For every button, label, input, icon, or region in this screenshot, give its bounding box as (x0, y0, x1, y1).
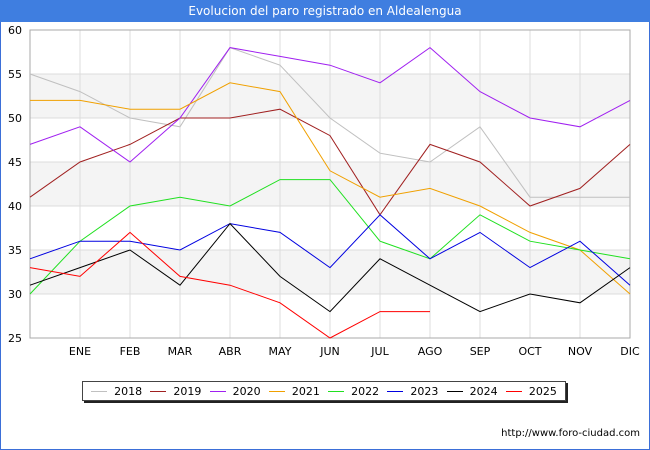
footer-url: http://www.foro-ciudad.com (501, 428, 640, 439)
x-tick-label: FEB (120, 345, 141, 358)
series-line-2025 (29, 231, 430, 339)
legend-swatch (505, 390, 522, 392)
x-tick-label: NOV (568, 345, 593, 358)
legend-item-2024: 2024 (446, 384, 498, 398)
legend-swatch (91, 390, 108, 392)
y-tick-label: 50 (8, 112, 22, 125)
legend-label: 2018 (114, 384, 143, 398)
y-tick-label: 35 (8, 244, 22, 257)
y-tick-label: 45 (8, 156, 22, 169)
series-line-2022 (29, 179, 631, 295)
legend-swatch (446, 390, 463, 392)
legend-swatch (328, 390, 345, 392)
x-tick-label: AGO (418, 345, 443, 358)
legend-label: 2020 (232, 384, 261, 398)
legend-label: 2019 (173, 384, 202, 398)
x-tick-label: JUN (319, 345, 340, 358)
legend-item-2018: 2018 (91, 385, 142, 398)
x-tick-label: SEP (470, 345, 491, 358)
legend-swatch (268, 390, 285, 392)
legend-item-2021: 2021 (268, 384, 320, 398)
series-line-2024 (29, 222, 631, 313)
series-line-2019 (29, 108, 631, 216)
legend-label: 2024 (469, 384, 498, 398)
title-bar: Evolucion del paro registrado en Aldeale… (0, 0, 650, 22)
y-tick-label: 40 (8, 200, 22, 213)
x-tick-label: ABR (219, 345, 242, 358)
y-tick-label: 60 (8, 24, 22, 37)
legend-item-2022: 2022 (328, 385, 379, 398)
y-tick-label: 55 (8, 68, 22, 81)
y-tick-label: 30 (8, 288, 22, 301)
legend-swatch (387, 390, 404, 392)
x-tick-label: MAY (269, 345, 292, 358)
x-tick-label: DIC (620, 345, 640, 358)
legend-item-2023: 2023 (387, 385, 438, 398)
series-line-2018 (29, 46, 630, 198)
series-line-2020 (29, 46, 631, 163)
x-tick-label: MAR (168, 345, 193, 358)
series-line-2021 (30, 82, 631, 295)
series-line-2023 (29, 214, 631, 286)
legend: 2018 2019 2020 2021 2022 2023 2024 2025 (82, 381, 566, 401)
legend-label: 2025 (528, 384, 557, 398)
legend-swatch (209, 390, 226, 392)
legend-item-2019: 2019 (150, 385, 201, 398)
legend-label: 2023 (410, 384, 439, 398)
legend-swatch (150, 390, 167, 392)
x-tick-label: JUL (370, 345, 389, 358)
x-tick-label: ENE (69, 345, 91, 358)
legend-item-2020: 2020 (209, 384, 261, 398)
legend-label: 2021 (291, 384, 320, 398)
x-tick-label: OCT (518, 345, 541, 358)
y-tick-label: 25 (8, 332, 22, 345)
legend-item-2025: 2025 (505, 384, 557, 398)
chart-title: Evolucion del paro registrado en Aldeale… (188, 4, 462, 18)
legend-label: 2022 (351, 384, 380, 398)
